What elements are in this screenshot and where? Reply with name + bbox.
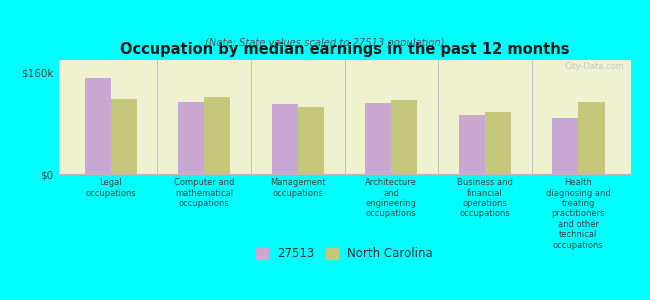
Bar bbox=[459, 115, 485, 174]
Bar bbox=[84, 78, 110, 174]
Bar bbox=[272, 104, 298, 174]
Bar bbox=[552, 118, 578, 174]
Bar bbox=[204, 97, 230, 174]
Bar bbox=[365, 103, 391, 174]
Bar bbox=[578, 102, 604, 174]
Text: (Note: State values scaled to 27513 population): (Note: State values scaled to 27513 popu… bbox=[205, 38, 445, 49]
Bar bbox=[485, 112, 511, 174]
Title: Occupation by median earnings in the past 12 months: Occupation by median earnings in the pas… bbox=[120, 42, 569, 57]
Bar bbox=[111, 99, 137, 174]
Bar bbox=[178, 102, 204, 174]
Bar bbox=[391, 100, 417, 174]
Legend: 27513, North Carolina: 27513, North Carolina bbox=[251, 243, 438, 265]
Text: City-Data.com: City-Data.com bbox=[565, 62, 625, 71]
Bar bbox=[298, 107, 324, 174]
